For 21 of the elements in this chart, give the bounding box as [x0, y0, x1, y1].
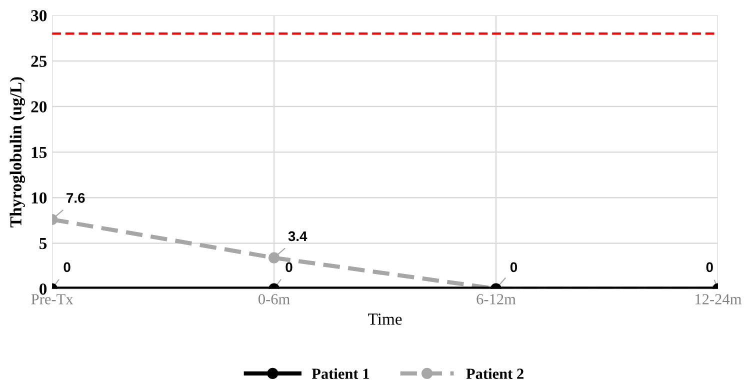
data-label: 0	[706, 262, 713, 272]
x-tick-label: 6-12m	[476, 294, 516, 304]
x-tick-label: 12-24m	[696, 294, 742, 304]
legend-label: Patient 2	[466, 368, 524, 379]
x-tick-label: Pre-Tx	[31, 294, 74, 304]
data-label: 7.6	[66, 193, 85, 203]
data-label: 0	[64, 262, 70, 272]
y-axis-title: Thyroglobulin (ug/L)	[10, 77, 25, 228]
y-tick-label: 0	[40, 283, 47, 295]
x-tick-label: 0-6m	[258, 294, 290, 304]
y-tick-label: 5	[40, 238, 47, 250]
y-tick-label: 15	[32, 146, 47, 158]
y-tick-label: 10	[32, 192, 47, 204]
y-tick-label: 25	[31, 56, 47, 67]
y-tick-label: 30	[31, 10, 47, 22]
data-label: 0	[286, 262, 292, 272]
y-tick-label: 20	[31, 101, 47, 112]
data-label: 0	[510, 262, 518, 272]
legend-label: Patient 1	[312, 368, 369, 379]
data-label: 3.4	[288, 231, 308, 242]
x-axis-title: Time	[368, 314, 402, 325]
